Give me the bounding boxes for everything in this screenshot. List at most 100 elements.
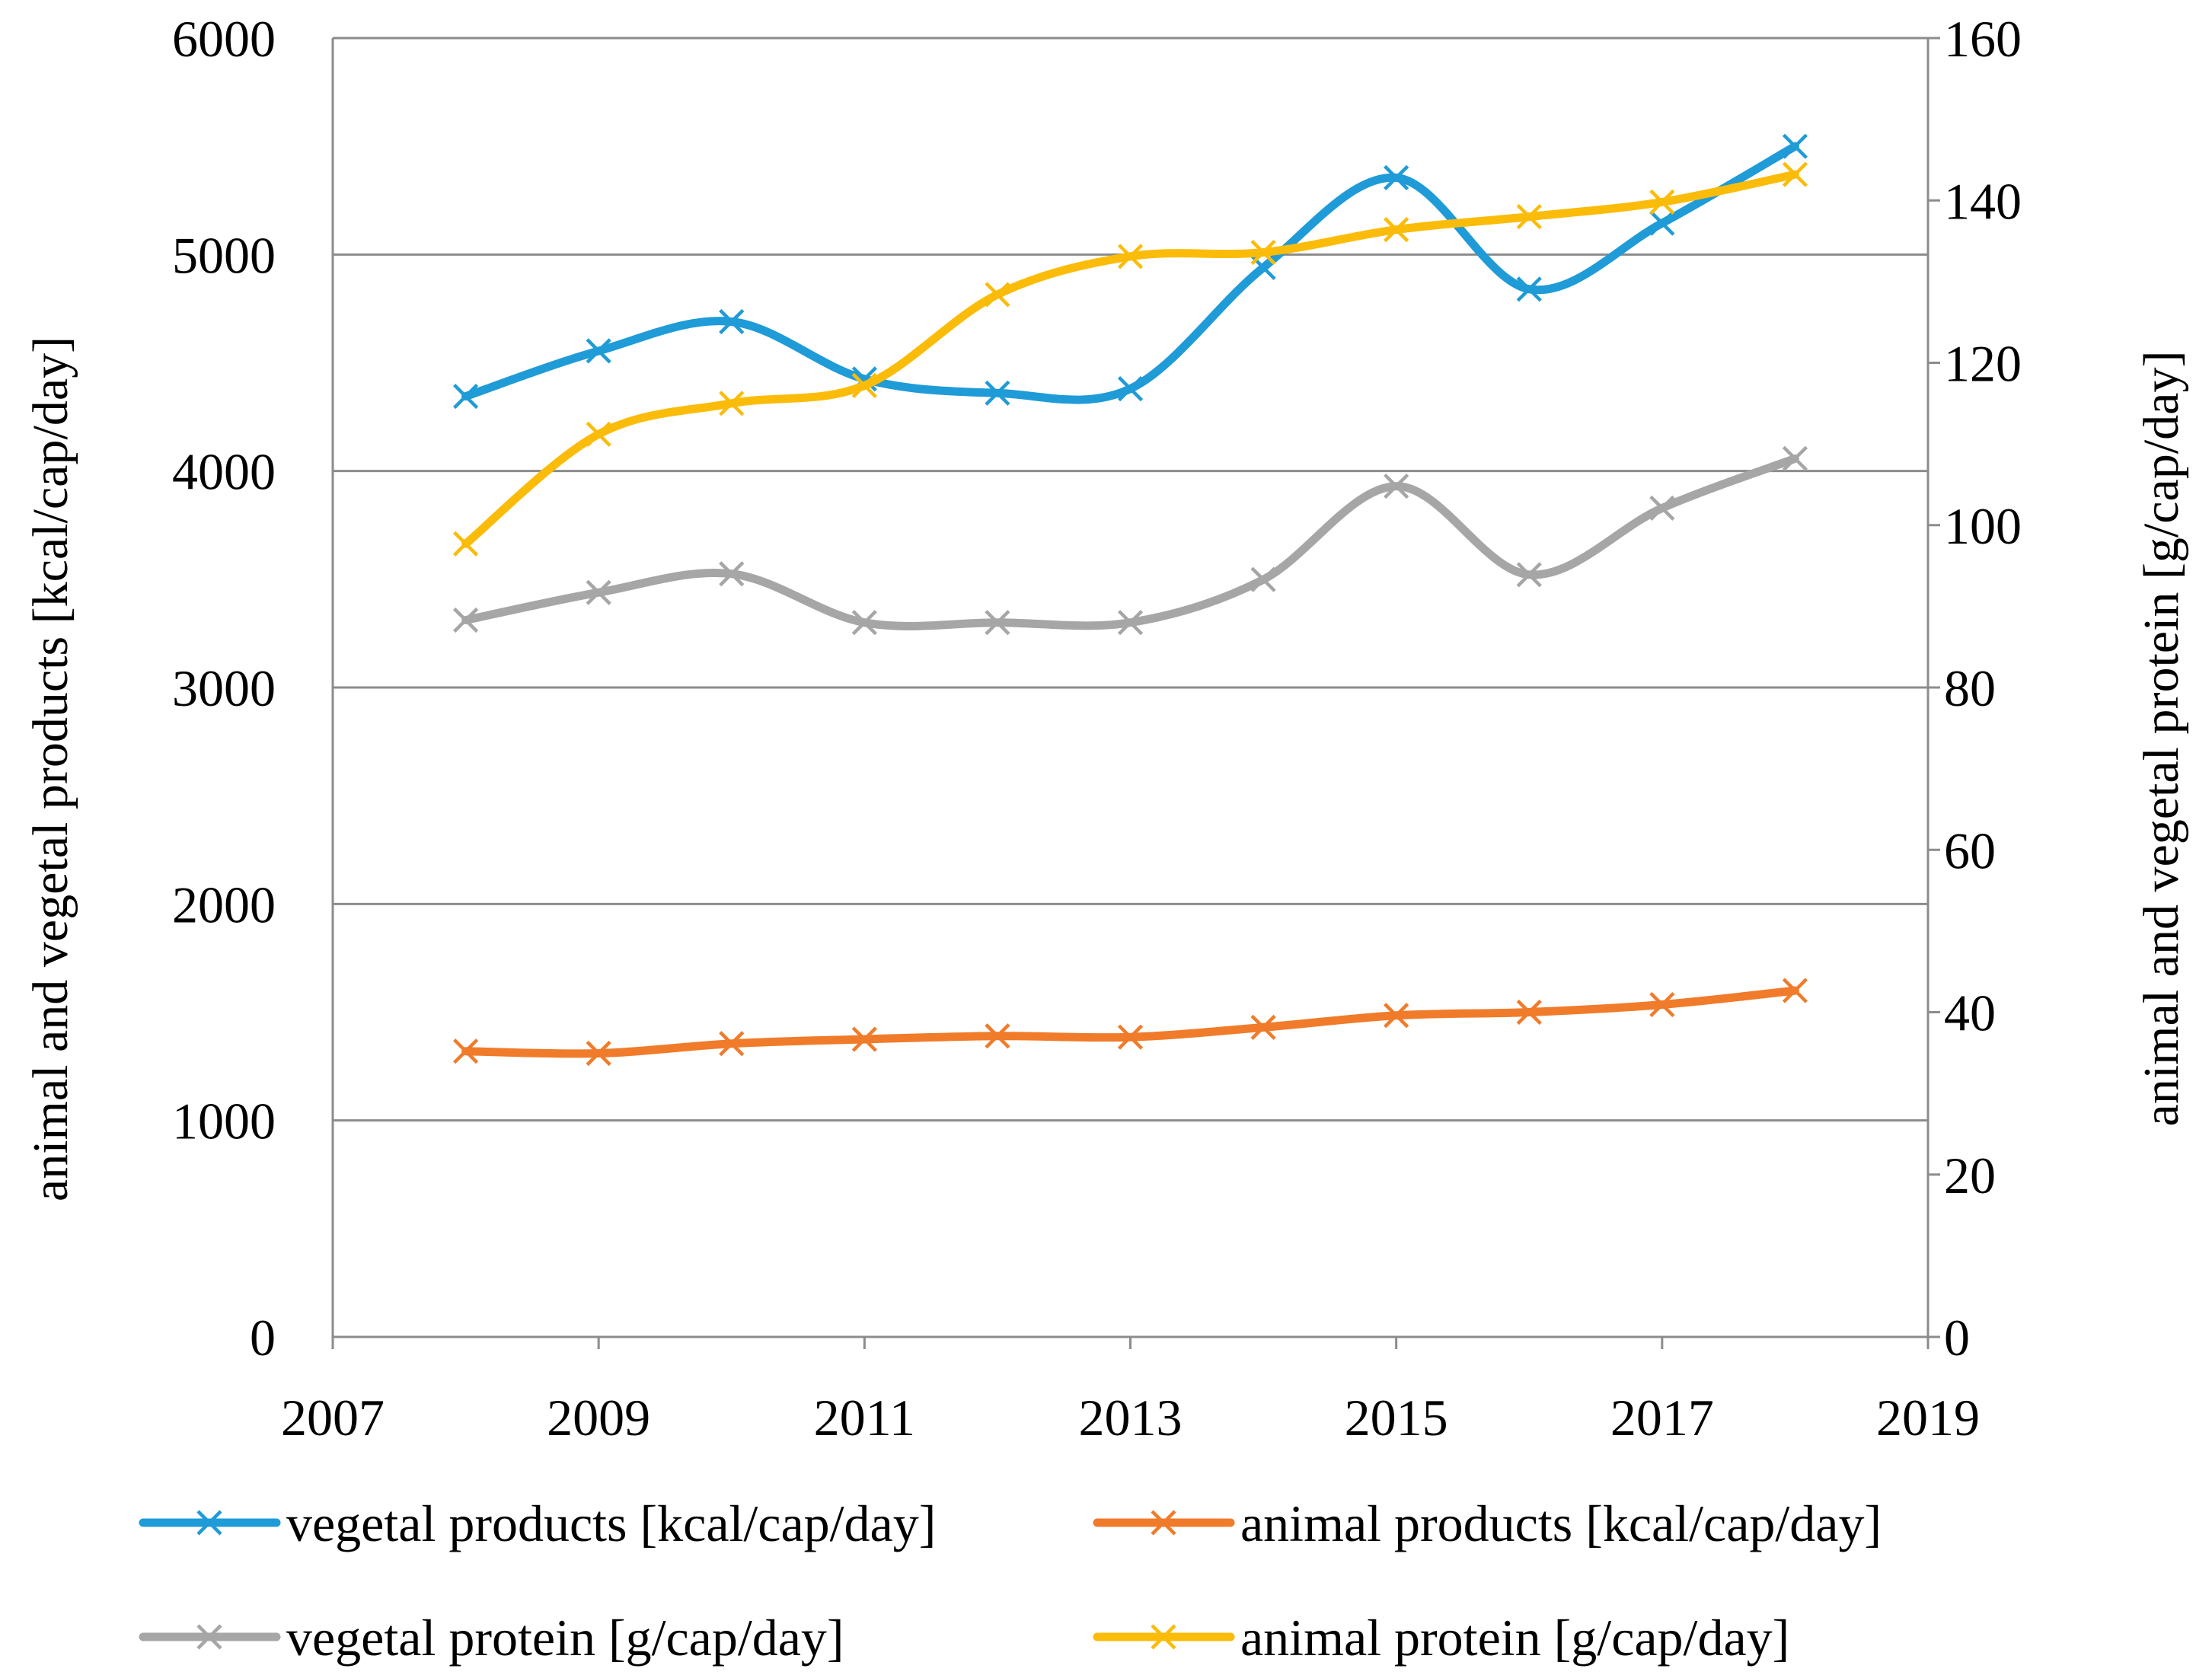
y-tick-label: 3000: [172, 659, 276, 717]
marker-stroke: [1516, 562, 1542, 588]
marker-stroke: [1516, 999, 1542, 1026]
series-1-point-2013: [1117, 1024, 1144, 1050]
series-1-point-2016: [1516, 999, 1542, 1026]
marker-stroke: [1782, 161, 1808, 187]
marker-stroke: [719, 561, 745, 587]
marker-stroke: [452, 383, 479, 410]
series-2-point-2010: [719, 561, 745, 587]
marker-stroke: [1250, 239, 1276, 266]
y-tick-label: 1000: [172, 1093, 276, 1150]
series-2-point-2014: [1250, 566, 1276, 592]
marker-stroke: [985, 282, 1010, 308]
y2-axis-title: animal and vegetal protein [g/cap/day]: [2134, 351, 2189, 1127]
series-1-point-2009: [586, 1040, 611, 1067]
series-0-line: [461, 142, 1799, 404]
series-0-point-2015: [1384, 164, 1409, 190]
series-3-point-2012: [985, 282, 1010, 308]
legend-swatch-marker: [1151, 1624, 1176, 1650]
legend-swatch-marker: [196, 1624, 222, 1650]
marker-stroke: [851, 1026, 877, 1052]
marker-stroke: [1782, 133, 1808, 159]
series-2-point-2012: [985, 610, 1010, 636]
y2-tick-label: 20: [1944, 1147, 1996, 1204]
x-tick-label: 2015: [1345, 1389, 1448, 1447]
series-3-point-2016: [1516, 203, 1542, 230]
series-2-point-2013: [1117, 610, 1144, 636]
series-1-point-2012: [985, 1023, 1010, 1049]
y2-tick-label: 40: [1944, 984, 1996, 1042]
series-3-point-2014: [1250, 239, 1276, 266]
y-tick-label: 0: [250, 1309, 276, 1367]
series-1-line: [461, 986, 1799, 1058]
series-3: [452, 161, 1808, 557]
marker-stroke: [985, 610, 1010, 636]
marker-stroke: [1117, 610, 1144, 636]
x-tick-label: 2011: [814, 1389, 915, 1447]
marker-stroke: [1782, 978, 1808, 1003]
marker-stroke: [452, 1038, 479, 1064]
series-0-point-2010: [719, 308, 745, 335]
x-tick-label: 2017: [1610, 1389, 1714, 1447]
series-1-point-2014: [1250, 1014, 1276, 1040]
marker-stroke: [719, 308, 745, 335]
y2-tick-label: 120: [1944, 335, 2022, 393]
marker-stroke: [1516, 276, 1542, 302]
series-2-point-2017: [1649, 495, 1675, 521]
series-3-point-2015: [1384, 217, 1409, 243]
marker-stroke: [1782, 445, 1808, 471]
series-0-point-2008: [452, 383, 479, 410]
y-tick-label: 5000: [172, 226, 276, 284]
marker-stroke: [1649, 991, 1675, 1018]
marker-stroke: [1117, 244, 1144, 270]
marker-stroke: [452, 531, 479, 557]
legend-label: vegetal products [kcal/cap/day]: [286, 1495, 936, 1552]
marker-stroke: [1384, 473, 1409, 499]
marker-stroke: [1649, 189, 1675, 215]
series-1-point-2010: [719, 1031, 745, 1057]
y2-tick-label: 160: [1944, 10, 2022, 68]
legend-item-0: vegetal products [kcal/cap/day]: [139, 1495, 936, 1552]
legend-swatch-marker: [1151, 1510, 1176, 1536]
series-3-line: [461, 170, 1799, 548]
series-2-line: [461, 454, 1799, 630]
series-2: [452, 445, 1808, 636]
marker-stroke: [586, 421, 611, 447]
marker-stroke: [851, 372, 877, 398]
y2-tick-label: 60: [1944, 821, 1996, 879]
marker-stroke: [586, 1040, 611, 1067]
marker-stroke: [1250, 566, 1276, 592]
marker-stroke: [1117, 376, 1144, 402]
series-3-point-2009: [586, 421, 611, 447]
y2-tick-label: 100: [1944, 497, 2022, 555]
marker-stroke: [985, 1023, 1010, 1049]
marker-stroke: [1151, 1510, 1176, 1536]
x-tick-label: 2007: [281, 1389, 385, 1447]
y2-tick-label: 140: [1944, 172, 2022, 230]
series-3-point-2018: [1782, 161, 1808, 187]
marker-stroke: [719, 391, 745, 416]
y2-tick-label: 80: [1944, 659, 1996, 717]
series-2-point-2016: [1516, 562, 1542, 588]
marker-stroke: [196, 1624, 222, 1650]
marker-stroke: [1384, 1003, 1409, 1029]
marker-stroke: [586, 338, 611, 364]
series-0-point-2012: [985, 380, 1010, 406]
series-0-point-2009: [586, 338, 611, 364]
series-0-point-2016: [1516, 276, 1542, 302]
y-tick-label: 6000: [172, 10, 276, 68]
legend: vegetal products [kcal/cap/day] animal pr…: [139, 1495, 1882, 1667]
marker-stroke: [1649, 210, 1675, 236]
series-2-point-2009: [586, 579, 611, 605]
axes: [331, 37, 1940, 1349]
legend-label: animal protein [g/cap/day]: [1240, 1609, 1789, 1667]
series-0-point-2013: [1117, 376, 1144, 402]
series-3-point-2013: [1117, 244, 1144, 270]
marker-stroke: [196, 1510, 222, 1536]
marker-stroke: [719, 1031, 745, 1057]
series-3-point-2011: [851, 372, 877, 398]
legend-item-2: vegetal protein [g/cap/day]: [139, 1609, 844, 1667]
series-2-point-2018: [1782, 445, 1808, 471]
y-tick-label: 4000: [172, 443, 276, 501]
series-2-point-2011: [851, 610, 877, 636]
